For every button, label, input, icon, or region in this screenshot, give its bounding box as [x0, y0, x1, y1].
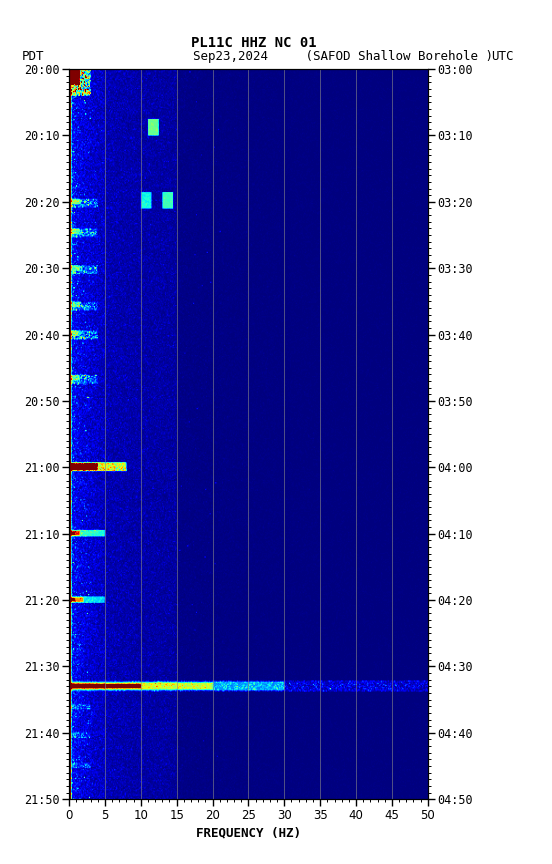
X-axis label: FREQUENCY (HZ): FREQUENCY (HZ) — [196, 826, 301, 839]
Text: Sep23,2024     (SAFOD Shallow Borehole ): Sep23,2024 (SAFOD Shallow Borehole ) — [193, 50, 493, 63]
Text: UTC: UTC — [491, 50, 513, 63]
Text: PDT: PDT — [22, 50, 45, 63]
Text: PL11C HHZ NC 01: PL11C HHZ NC 01 — [191, 36, 317, 50]
